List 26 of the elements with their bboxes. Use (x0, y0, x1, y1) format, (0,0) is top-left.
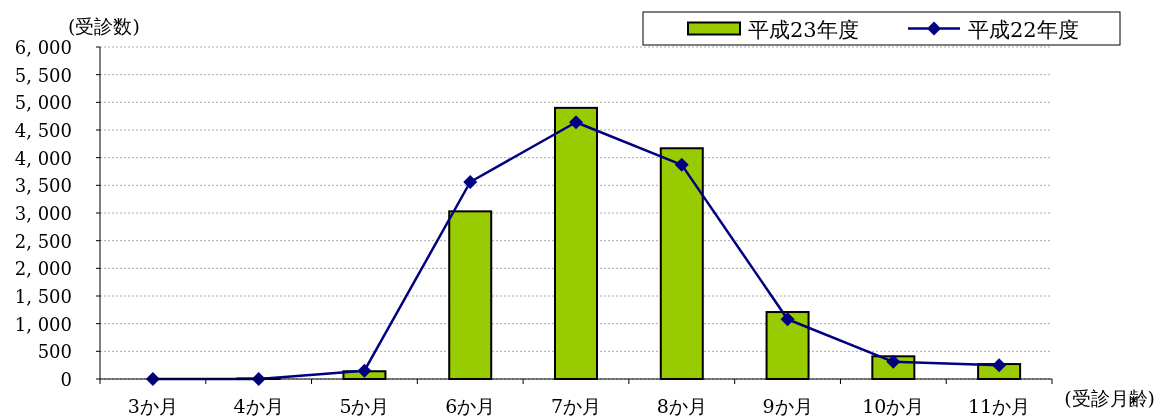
y-tick-label: 5, 500 (14, 64, 72, 86)
y-tick-label: 3, 500 (14, 175, 72, 197)
y-tick-label: 4, 500 (14, 120, 72, 141)
y-tick-label: 5, 000 (14, 92, 72, 114)
x-tick-label: 7か月 (550, 395, 602, 417)
x-tick-label: 11か月 (968, 395, 1031, 417)
x-tick-label: 9か月 (762, 395, 813, 417)
x-tick-label: 8か月 (656, 395, 707, 417)
y-tick-label: 500 (37, 341, 72, 363)
y-tick-label: 2, 000 (14, 258, 72, 280)
x-axis-title: (受診月齢) (1064, 387, 1155, 409)
y-tick-label: 1, 000 (14, 313, 72, 335)
y-tick-label: 2, 500 (14, 230, 72, 252)
legend-label: 平成22年度 (968, 17, 1079, 42)
x-tick-label: 3か月 (127, 395, 178, 417)
y-tick-label: 0 (60, 369, 72, 390)
y-tick-label: 6, 000 (14, 37, 72, 58)
x-tick-label: 10か月 (862, 395, 925, 417)
x-tick-label: 4か月 (233, 395, 284, 417)
legend-label: 平成23年度 (748, 17, 859, 42)
x-tick-label: 6か月 (445, 395, 496, 417)
x-tick-label: 5か月 (339, 395, 390, 417)
y-tick-label: 1, 500 (14, 286, 72, 307)
y-tick-label: 3, 000 (14, 203, 72, 224)
y-axis-title: (受診数) (68, 15, 140, 37)
y-tick-label: 4, 000 (14, 147, 72, 169)
